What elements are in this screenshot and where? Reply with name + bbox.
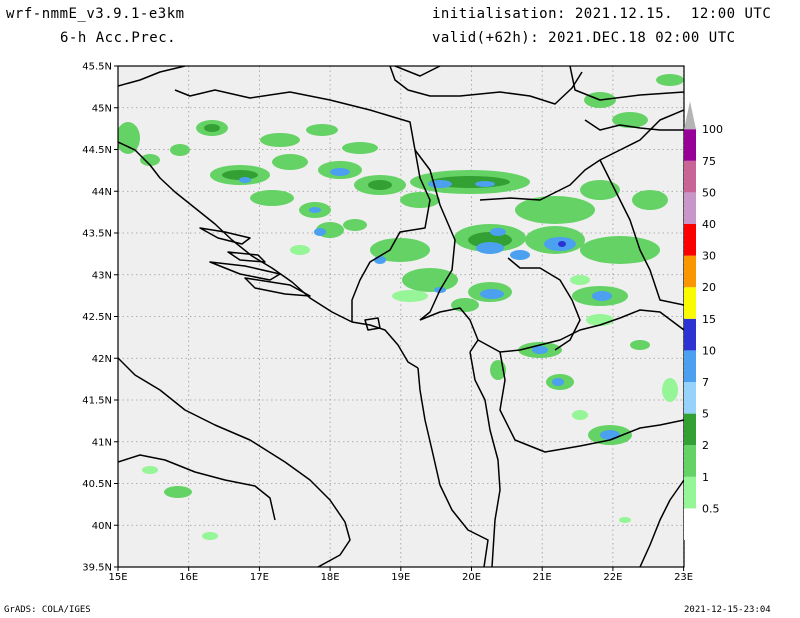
colorbar-label: 15 [702, 313, 716, 326]
lat-tick-label: 45.5N [82, 62, 112, 73]
field-title: 6-h Acc.Prec. [60, 30, 177, 46]
colorbar-swatch [684, 318, 696, 351]
colorbar-label: 75 [702, 155, 716, 168]
colorbar-swatch [684, 508, 696, 540]
colorbar-top-arrow [684, 101, 696, 130]
coastlines-and-borders [118, 66, 684, 567]
colorbar: 0.5 1 2 5 7 10 15 20 30 40 50 75 100 [684, 101, 723, 540]
grads-credit: GrADS: COLA/IGES [4, 605, 91, 615]
colorbar-swatch [684, 224, 696, 256]
lon-tick-label: 20E [462, 572, 481, 583]
colorbar-label: 40 [702, 218, 716, 231]
colorbar-label: 30 [702, 250, 716, 263]
colorbar-swatch [684, 160, 696, 193]
colorbar-swatch [684, 476, 696, 509]
init-time: initialisation: 2021.12.15. 12:00 UTC [432, 6, 772, 22]
colorbar-swatch [684, 382, 696, 414]
lat-tick-label: 44.5N [82, 145, 112, 156]
lon-tick-label: 15E [108, 572, 127, 583]
precipitation-layer [118, 74, 684, 540]
colorbar-label: 20 [702, 281, 716, 294]
lon-tick-label: 21E [533, 572, 552, 583]
lon-tick-label: 17E [250, 572, 269, 583]
render-timestamp: 2021-12-15-23:04 [684, 605, 771, 615]
colorbar-swatch [684, 413, 696, 446]
lat-tick-label: 40N [92, 521, 112, 532]
lon-tick-label: 22E [603, 572, 622, 583]
lat-tick-label: 42N [92, 354, 112, 365]
lat-tick-label: 43N [92, 270, 112, 281]
lon-tick-label: 16E [179, 572, 198, 583]
valid-time: valid(+62h): 2021.DEC.18 02:00 UTC [432, 30, 736, 46]
colorbar-swatch [684, 192, 696, 224]
lat-tick-label: 45N [92, 103, 112, 114]
lat-tick-label: 43.5N [82, 229, 112, 240]
colorbar-swatch [684, 129, 696, 161]
colorbar-label: 2 [702, 439, 709, 452]
lat-tick-label: 40.5N [82, 479, 112, 490]
colorbar-swatch [684, 350, 696, 382]
colorbar-label: 10 [702, 344, 716, 357]
lon-tick-label: 19E [391, 572, 410, 583]
lat-tick-label: 41N [92, 437, 112, 448]
longitude-axis: 15E 16E 17E 18E 19E 20E 21E 22E 23E [108, 567, 693, 583]
colorbar-label: 0.5 [702, 502, 720, 515]
colorbar-swatch [684, 287, 696, 319]
lat-tick-label: 39.5N [82, 563, 112, 574]
colorbar-label: 5 [702, 408, 709, 421]
lat-tick-label: 41.5N [82, 396, 112, 407]
lon-tick-label: 23E [674, 572, 693, 583]
colorbar-label: 7 [702, 376, 709, 389]
latitude-axis: 45.5N 45N 44.5N 44N 43.5N 43N 42.5N 42N 41.5N 41N… [82, 62, 118, 574]
lat-tick-label: 42.5N [82, 312, 112, 323]
lon-tick-label: 18E [321, 572, 340, 583]
colorbar-label: 100 [702, 123, 723, 136]
lat-tick-label: 44N [92, 187, 112, 198]
model-title: wrf-nmmE_v3.9.1-e3km [6, 6, 185, 22]
colorbar-label: 50 [702, 186, 716, 199]
colorbar-swatch [684, 445, 696, 477]
colorbar-label: 1 [702, 471, 709, 484]
colorbar-swatch [684, 255, 696, 288]
